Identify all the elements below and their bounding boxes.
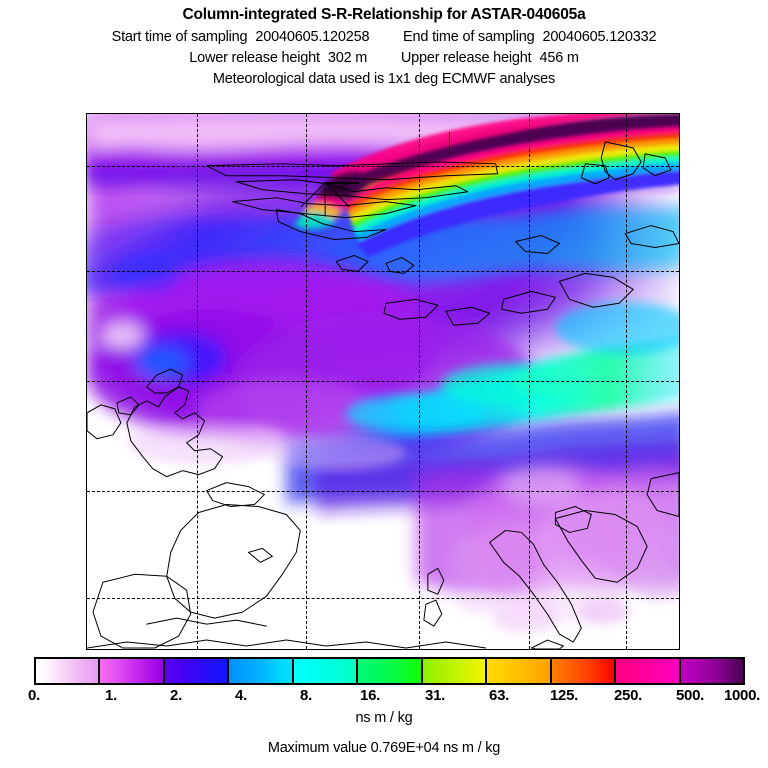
end-time-label: End time of sampling	[403, 29, 535, 45]
colorbar-segment-8-16	[293, 659, 359, 683]
colorbar-tick: 4.	[235, 687, 247, 704]
colorbar-tick: 8.	[300, 687, 312, 704]
gridline-horizontal	[87, 381, 679, 382]
gridline-horizontal	[87, 598, 679, 599]
colorbar-strip	[34, 657, 745, 685]
gridline-horizontal	[87, 271, 679, 272]
colorbar-segment-250-500	[616, 659, 681, 683]
page-title: Column-integrated S-R-Relationship for A…	[182, 6, 586, 23]
colorbar-segment-0-1	[36, 659, 101, 683]
release-height-line: Lower release height 302 m Upper release …	[0, 50, 768, 66]
colorbar-tick-labels: 0. 1. 2. 4. 8. 16. 31. 63. 125. 250. 500…	[0, 687, 768, 709]
met-data-line: Meteorological data used is 1x1 deg ECMW…	[212, 71, 556, 87]
colorbar-segment-125-250	[551, 659, 617, 683]
end-time-group: End time of sampling 20040605.120332	[403, 29, 657, 45]
upper-release-label: Upper release height	[400, 50, 532, 66]
gridline-horizontal	[87, 166, 679, 167]
map-plot-area	[86, 113, 680, 650]
colorbar-segment-500-1000	[680, 659, 743, 683]
colorbar-tick: 500.	[676, 687, 704, 704]
sampling-time-line: Start time of sampling 20040605.120258 En…	[0, 29, 768, 45]
colorbar-segment-1-2	[100, 659, 165, 683]
colorbar-segment-16-31	[358, 659, 423, 683]
colorbar-tick: 1000.	[723, 687, 761, 704]
colorbar-tick: 31.	[425, 687, 445, 704]
maximum-value-label: Maximum value 0.769E+04 ns m / kg	[267, 740, 501, 756]
colorbar-segment-31-63	[422, 659, 488, 683]
gridline-horizontal	[87, 491, 679, 492]
colorbar	[34, 657, 745, 685]
end-time-value: 20040605.120332	[542, 29, 657, 45]
upper-release-group: Upper release height 456 m	[401, 50, 579, 66]
colorbar-tick: 250.	[614, 687, 642, 704]
start-time-label: Start time of sampling	[111, 29, 248, 45]
lower-release-value: 302 m	[327, 50, 368, 66]
concentration-field	[87, 114, 679, 649]
colorbar-segment-4-8	[229, 659, 294, 683]
figure-header: Column-integrated S-R-Relationship for A…	[0, 0, 768, 87]
plume-tick-mark	[449, 132, 451, 154]
lower-release-label: Lower release height	[189, 50, 320, 66]
colorbar-tick: 16.	[360, 687, 380, 704]
start-time-value: 20040605.120258	[255, 29, 370, 45]
colorbar-segment-2-4	[164, 659, 230, 683]
start-time-group: Start time of sampling 20040605.120258	[112, 29, 370, 45]
grid-overlay	[87, 114, 679, 649]
colorbar-tick: 0.	[28, 687, 40, 704]
colorbar-tick: 63.	[489, 687, 509, 704]
colorbar-tick: 2.	[170, 687, 182, 704]
upper-release-value: 456 m	[539, 50, 579, 66]
map-plot-inner	[87, 114, 679, 649]
colorbar-tick: 125.	[550, 687, 578, 704]
colorbar-tick: 1.	[105, 687, 117, 704]
colorbar-segment-63-125	[487, 659, 552, 683]
lower-release-group: Lower release height 302 m	[189, 50, 367, 66]
colorbar-units-label: ns m / kg	[355, 710, 413, 726]
